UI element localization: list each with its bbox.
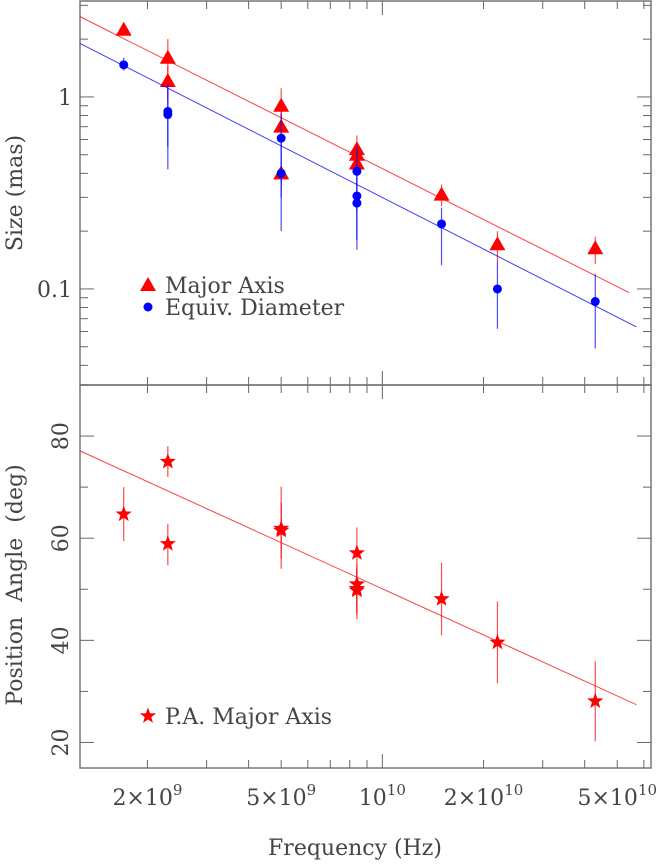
- top-y-axis-label: Size (mas): [3, 135, 28, 251]
- legend-label: P.A. Major Axis: [165, 705, 332, 730]
- legend-marker-circle: [143, 302, 153, 312]
- x-tick-label: 5×109: [246, 781, 316, 811]
- legend-marker-triangle: [140, 277, 156, 291]
- data-point-star: [489, 633, 506, 650]
- y-tick-label: 80: [49, 422, 74, 450]
- data-point-star: [159, 453, 176, 469]
- data-point-triangle: [489, 236, 506, 251]
- bottom-y-axis-label: Position Angle (deg): [3, 464, 28, 705]
- data-point-triangle: [433, 186, 450, 201]
- data-point-star: [273, 522, 290, 538]
- data-point-circle: [352, 191, 362, 201]
- data-point-star: [348, 544, 365, 560]
- data-point-star: [587, 692, 604, 708]
- legend-label: Major Axis: [165, 274, 285, 299]
- y-tick-label: 40: [49, 626, 74, 654]
- bottom-panel: 80 60 40 20 2×109 5×109 1010 2×1010 5×1010 P.A. M…: [49, 384, 658, 811]
- data-point-circle: [276, 133, 286, 143]
- y-tick-label: 0.1: [37, 278, 72, 303]
- data-point-triangle: [159, 49, 176, 64]
- x-axis-label: Frequency (Hz): [268, 836, 442, 861]
- data-point-circle: [492, 284, 502, 294]
- y-tick-label: 20: [49, 728, 74, 756]
- data-point-star: [115, 505, 132, 522]
- data-point-star: [433, 590, 450, 606]
- data-point-triangle: [587, 240, 604, 255]
- x-tick-label: 2×1010: [444, 781, 524, 811]
- data-point-circle: [119, 60, 129, 70]
- data-point-triangle: [159, 73, 176, 88]
- data-point-star: [159, 535, 176, 551]
- data-point-circle: [590, 297, 600, 307]
- data-point-circle: [352, 166, 362, 176]
- data-point-circle: [437, 219, 447, 229]
- data-point-star: [348, 581, 365, 598]
- y-tick-label: 1: [58, 86, 72, 111]
- x-tick-label: 5×1010: [578, 781, 658, 811]
- legend-marker-star: [139, 707, 157, 723]
- plot-frame: [79, 384, 652, 769]
- data-point-triangle: [273, 97, 290, 112]
- x-tick-label: 1010: [359, 781, 406, 811]
- data-point-circle: [276, 168, 286, 178]
- legend-label: Equiv. Diameter: [165, 296, 345, 321]
- data-point-circle: [352, 198, 362, 208]
- fit-line: [79, 450, 637, 706]
- x-tick-label: 2×109: [112, 781, 182, 811]
- y-tick-label: 60: [49, 524, 74, 552]
- fit-line: [79, 42, 637, 328]
- data-point-circle: [163, 110, 173, 120]
- data-point-triangle: [115, 21, 132, 36]
